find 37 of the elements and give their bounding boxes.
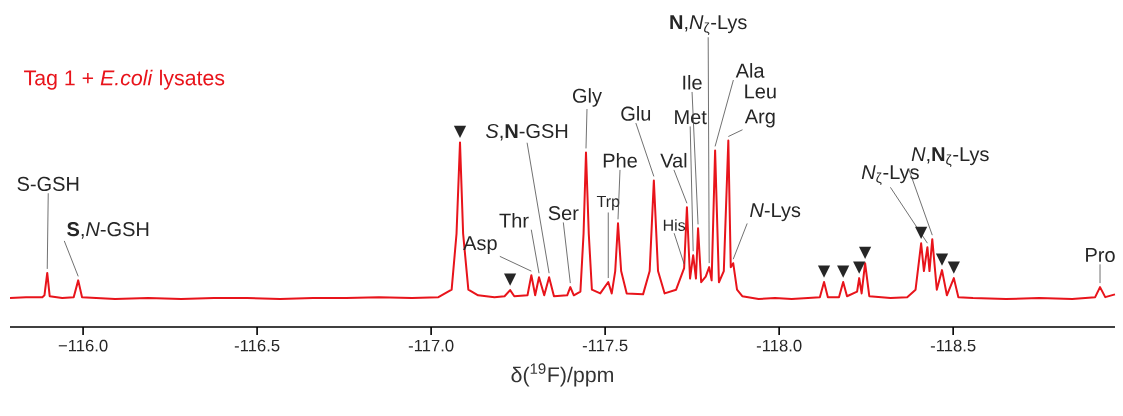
x-tick-label: −116.0 — [58, 339, 108, 352]
annotation: Pro — [1086, 248, 1115, 263]
chart-title: Tag 1 + E.coli lysates — [24, 69, 225, 90]
annotation: Gly — [572, 88, 602, 107]
x-tick-label: -118.0 — [756, 339, 802, 352]
annotation: Ser — [548, 206, 579, 221]
annotation: ▼ — [453, 125, 467, 139]
annotation: Met — [675, 110, 707, 125]
x-tick-label: -118.5 — [930, 339, 976, 352]
annotation: S,N-GSH — [485, 123, 568, 141]
annotation: Trp — [596, 195, 620, 211]
annotation: S-GSH — [17, 176, 79, 191]
annotation: ▼ — [947, 261, 960, 274]
annotation: ▼ — [817, 265, 831, 278]
x-tick-label: -117.5 — [582, 339, 628, 352]
x-axis-title: δ($^{19}$F)/ppm — [511, 363, 613, 387]
annotation: ▼ — [915, 226, 928, 239]
annotation: Phe — [603, 152, 637, 168]
annotation: Arg — [744, 109, 775, 128]
annotation: His — [663, 219, 686, 231]
annotation: Val — [660, 152, 687, 168]
annotation: S,N-GSH — [67, 222, 149, 239]
annotation: Ile — [683, 75, 702, 90]
annotation: N,N$_{ζ}$-Lys — [911, 147, 989, 168]
annotation: ▼ — [837, 265, 850, 278]
annotation: Thr — [499, 212, 529, 228]
annotation: Ala — [735, 63, 765, 78]
annotation: Leu — [745, 84, 776, 99]
annotation: N$_{ζ}$-Lys — [861, 165, 919, 186]
annotation: ▼ — [504, 273, 517, 286]
annotation: N-Lys — [750, 203, 801, 222]
annotation: ▼ — [935, 253, 949, 266]
annotation: Glu — [621, 106, 651, 121]
annotation: ▼ — [858, 246, 872, 259]
x-tick-label: -116.5 — [234, 339, 280, 352]
x-tick-label: -117.0 — [408, 339, 454, 352]
annotation: N,N$_{ζ}$-Lys — [670, 15, 747, 35]
